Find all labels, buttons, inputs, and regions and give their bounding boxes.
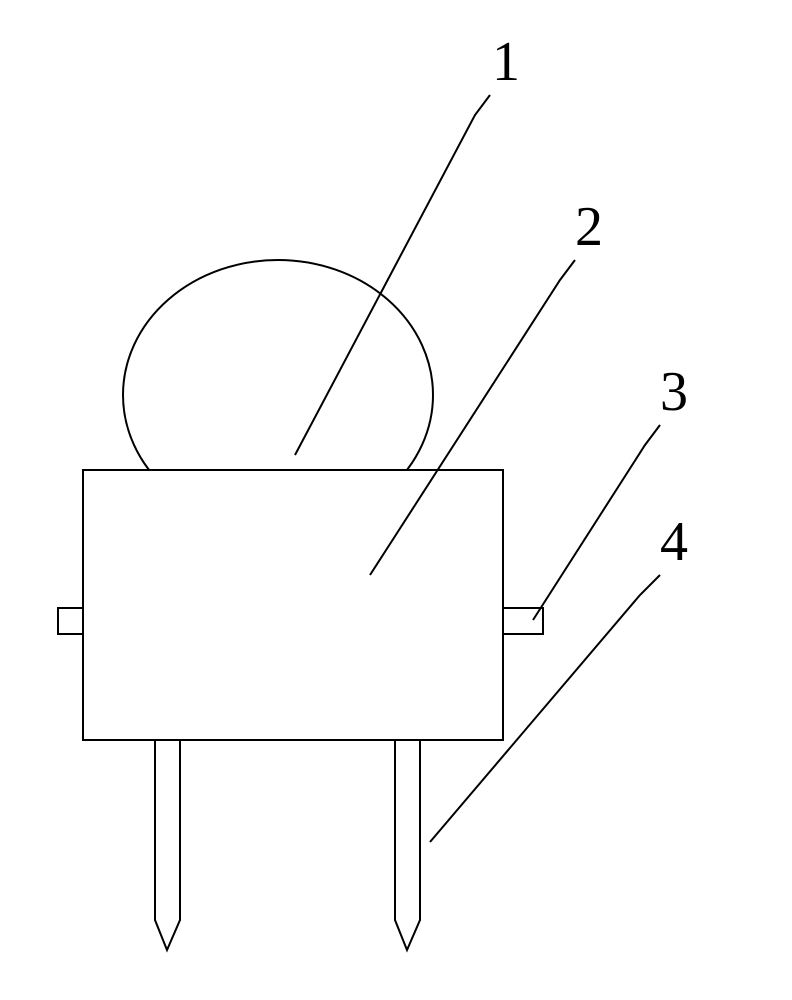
leader-line-1 xyxy=(295,95,490,455)
callout-label-1: 1 xyxy=(492,30,520,94)
left-tab-rect xyxy=(58,608,83,634)
left-leg-spike xyxy=(155,740,180,950)
callout-label-2: 2 xyxy=(575,195,603,259)
right-leg-spike xyxy=(395,740,420,950)
leader-line-3 xyxy=(533,425,660,620)
main-body-rect xyxy=(83,470,503,740)
callout-label-4: 4 xyxy=(660,510,688,574)
device-drawing xyxy=(58,260,543,950)
diagram-svg xyxy=(0,0,792,1000)
callout-label-3: 3 xyxy=(660,360,688,424)
